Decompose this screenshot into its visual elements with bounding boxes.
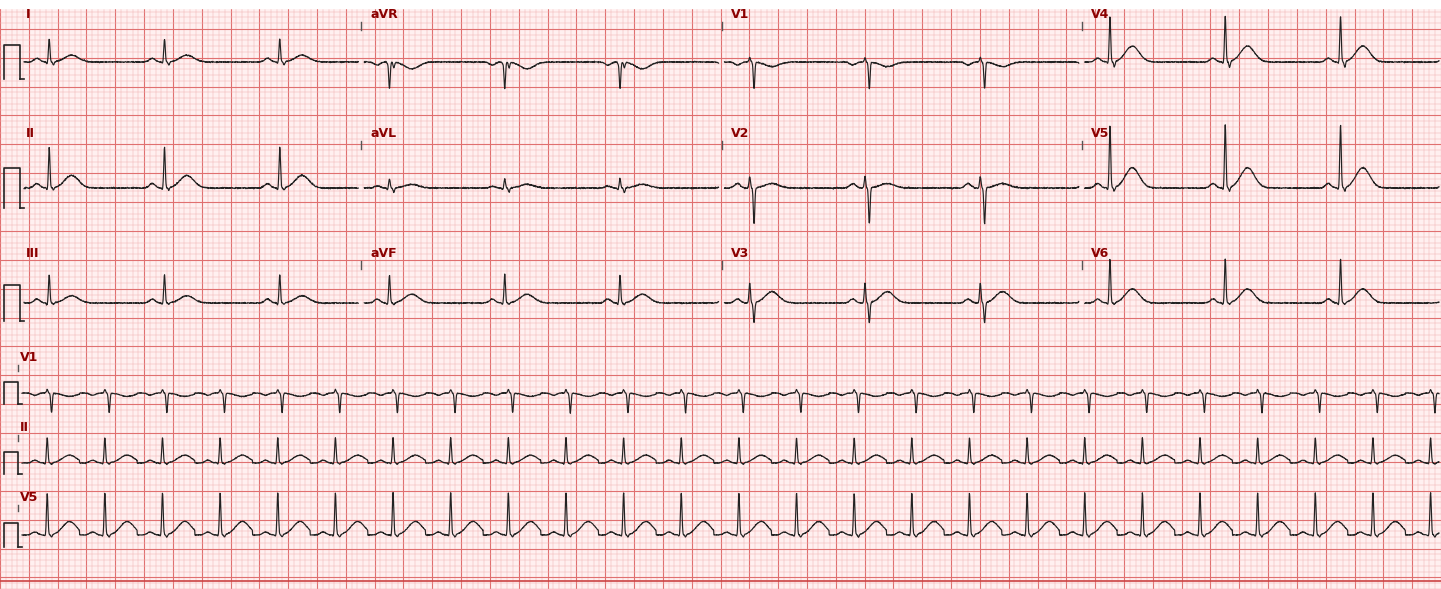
Text: V5: V5 — [20, 491, 39, 504]
Text: II: II — [20, 421, 29, 434]
Text: V2: V2 — [731, 127, 749, 140]
Text: V3: V3 — [731, 247, 749, 260]
Text: I: I — [26, 8, 30, 21]
Text: V1: V1 — [731, 8, 749, 21]
Text: V1: V1 — [20, 351, 39, 364]
Text: aVL: aVL — [370, 127, 396, 140]
Text: V5: V5 — [1091, 127, 1110, 140]
Text: aVF: aVF — [370, 247, 396, 260]
Text: V6: V6 — [1091, 247, 1110, 260]
Text: aVR: aVR — [370, 8, 398, 21]
Text: V4: V4 — [1091, 8, 1110, 21]
Text: II: II — [26, 127, 35, 140]
Text: III: III — [26, 247, 39, 260]
